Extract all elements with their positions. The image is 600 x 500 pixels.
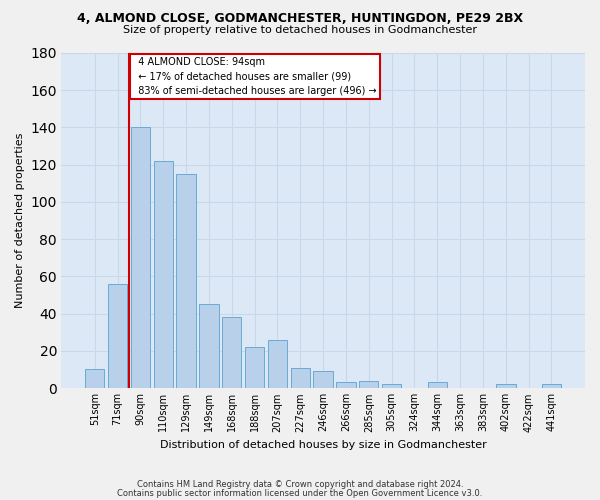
Text: 4, ALMOND CLOSE, GODMANCHESTER, HUNTINGDON, PE29 2BX: 4, ALMOND CLOSE, GODMANCHESTER, HUNTINGD… xyxy=(77,12,523,26)
Bar xyxy=(336,382,356,388)
Bar xyxy=(176,174,196,388)
Bar xyxy=(382,384,401,388)
X-axis label: Distribution of detached houses by size in Godmanchester: Distribution of detached houses by size … xyxy=(160,440,487,450)
Bar xyxy=(268,340,287,388)
Bar xyxy=(245,347,265,388)
Text: 4 ALMOND CLOSE: 94sqm
  ← 17% of detached houses are smaller (99)
  83% of semi-: 4 ALMOND CLOSE: 94sqm ← 17% of detached … xyxy=(133,56,377,96)
Bar xyxy=(428,382,447,388)
Bar xyxy=(108,284,127,388)
Bar xyxy=(85,370,104,388)
Text: Contains HM Land Registry data © Crown copyright and database right 2024.: Contains HM Land Registry data © Crown c… xyxy=(137,480,463,489)
Bar xyxy=(199,304,218,388)
Bar xyxy=(359,380,379,388)
Bar xyxy=(131,128,150,388)
Text: Size of property relative to detached houses in Godmanchester: Size of property relative to detached ho… xyxy=(123,25,477,35)
Bar xyxy=(313,371,333,388)
Bar xyxy=(496,384,515,388)
Bar xyxy=(542,384,561,388)
Bar xyxy=(290,368,310,388)
Text: Contains public sector information licensed under the Open Government Licence v3: Contains public sector information licen… xyxy=(118,489,482,498)
Bar xyxy=(154,161,173,388)
Y-axis label: Number of detached properties: Number of detached properties xyxy=(15,133,25,308)
Bar xyxy=(222,318,241,388)
